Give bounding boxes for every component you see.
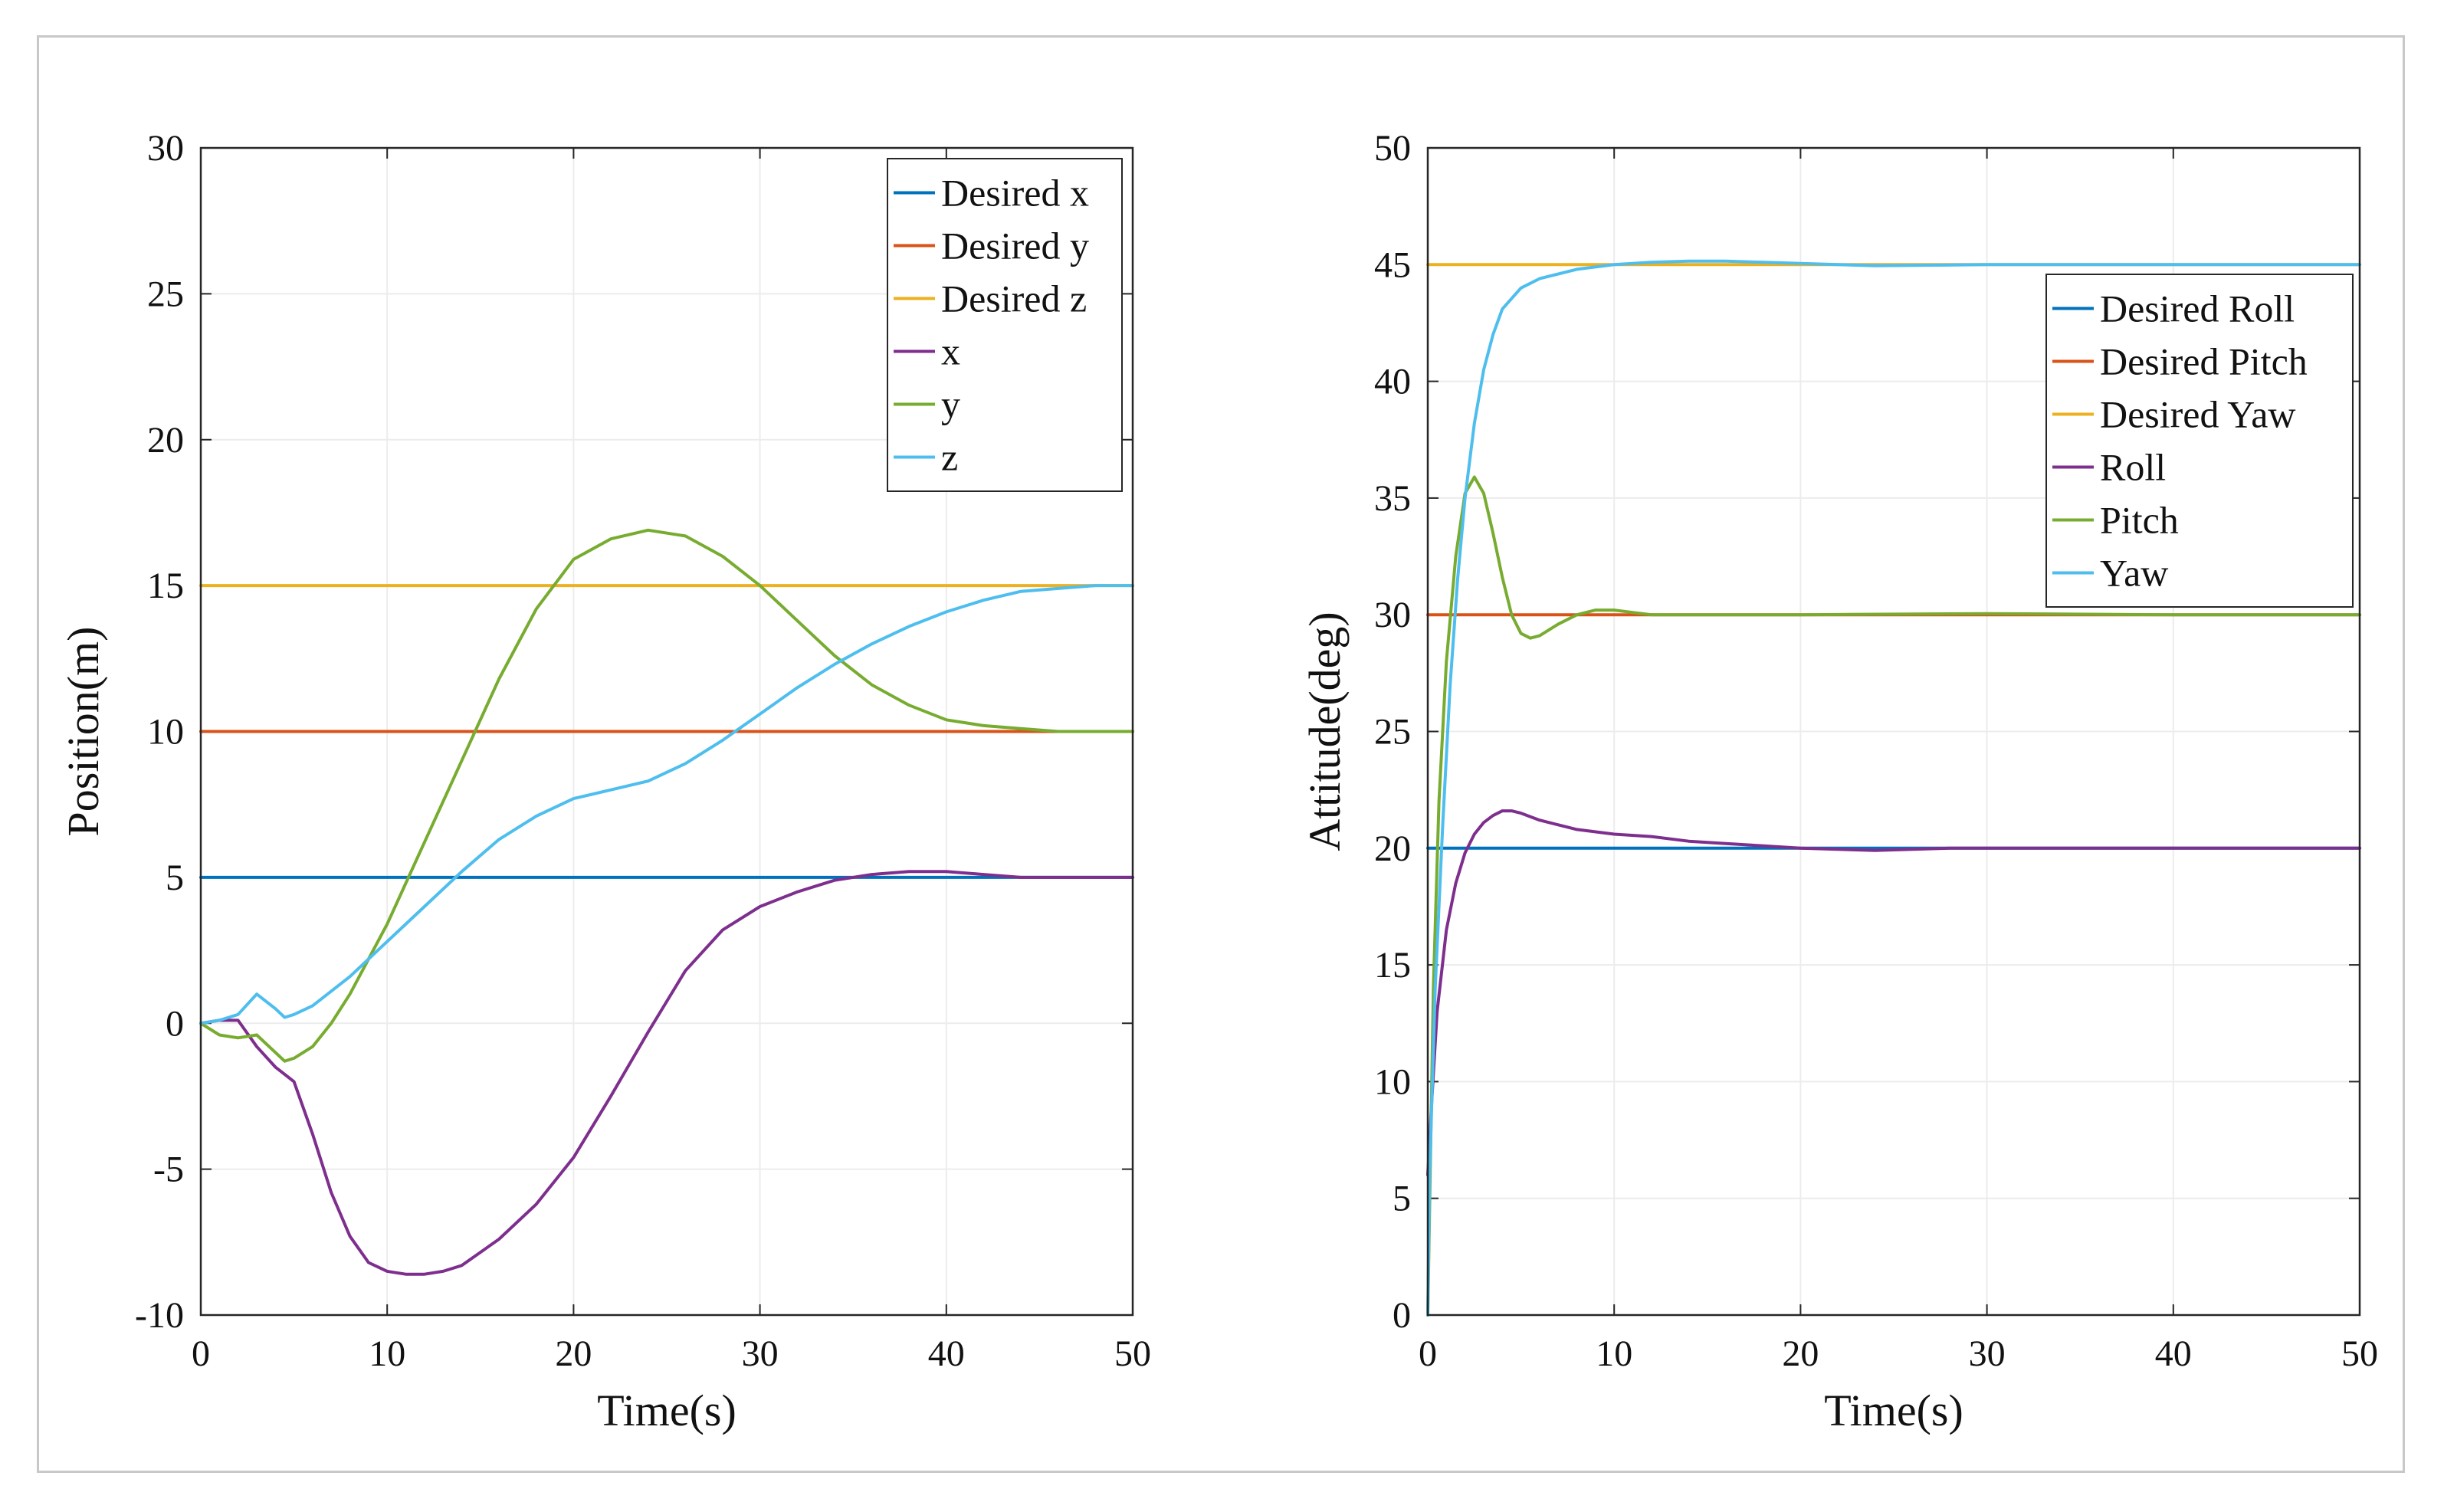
position-legend: Desired x Desired y Desired z xyz — [887, 158, 1123, 492]
position-y-tick-label: -10 — [135, 1295, 184, 1336]
position-series-y — [199, 528, 1134, 1063]
attitude-x-tick-label: 50 — [2341, 1333, 2378, 1374]
attitude-legend-label-desired-pitch: Desired Pitch — [2100, 340, 2308, 383]
position-x-axis-label: Time(s) — [597, 1386, 736, 1435]
attitude-y-tick-label: 20 — [1374, 828, 1411, 869]
position-y-tick-label: 0 — [166, 1003, 184, 1044]
position-series-x — [199, 870, 1134, 1276]
attitude-series-yaw — [1426, 259, 2361, 1317]
position-legend-label-desired-x: Desired x — [941, 172, 1089, 215]
attitude-y-tick-label: 45 — [1374, 244, 1411, 285]
position-y-tick-label: 25 — [147, 274, 184, 314]
attitude-chart: 0 10 20 30 40 50 0 5 10 15 20 25 30 35 40 45 50 Time(s) At… — [1300, 128, 2378, 1435]
attitude-y-tick-label: 25 — [1374, 712, 1411, 753]
attitude-y-tick-label: 40 — [1374, 362, 1411, 402]
attitude-y-tick-label: 50 — [1374, 128, 1411, 169]
position-x-tick-label: 30 — [742, 1333, 779, 1374]
attitude-x-tick-label: 0 — [1419, 1333, 1437, 1374]
position-y-tick-label: 15 — [147, 566, 184, 606]
attitude-legend-box — [2045, 274, 2354, 608]
position-x-tick-label: 0 — [192, 1333, 210, 1374]
attitude-legend-label-roll: Roll — [2100, 446, 2166, 489]
position-x-tick-label: 50 — [1114, 1333, 1151, 1374]
position-x-tick-label: 40 — [928, 1333, 965, 1374]
position-y-tick-label: 5 — [166, 858, 184, 898]
attitude-y-tick-label: 0 — [1393, 1295, 1411, 1336]
position-legend-label-x: x — [941, 330, 960, 373]
position-y-tick-label: 30 — [147, 128, 184, 169]
attitude-x-axis-label: Time(s) — [1824, 1386, 1963, 1435]
position-x-tick-label: 20 — [555, 1333, 592, 1374]
position-axes-box — [199, 146, 1134, 1317]
position-legend-box — [887, 158, 1123, 492]
figure-frame — [37, 35, 2405, 1473]
attitude-legend-label-desired-roll: Desired Roll — [2100, 287, 2295, 330]
position-x-tick-label: 10 — [369, 1333, 405, 1374]
position-y-tick-label: 20 — [147, 420, 184, 461]
attitude-y-tick-label: 35 — [1374, 478, 1411, 519]
position-legend-label-z: z — [941, 436, 958, 479]
position-y-tick-label: 10 — [147, 712, 184, 753]
position-series-z — [199, 584, 1134, 1025]
position-y-axis-label: Position(m) — [58, 627, 108, 837]
position-legend-label-desired-y: Desired y — [941, 225, 1089, 267]
attitude-y-tick-label: 30 — [1374, 595, 1411, 635]
attitude-axes-box — [1426, 146, 2361, 1317]
attitude-y-tick-label: 15 — [1374, 945, 1411, 986]
position-legend-label-desired-z: Desired z — [941, 277, 1087, 320]
attitude-x-tick-label: 30 — [1969, 1333, 2006, 1374]
attitude-series-pitch — [1426, 475, 2361, 1317]
attitude-y-tick-label: 5 — [1393, 1179, 1411, 1219]
attitude-y-axis-label: Attitude(deg) — [1300, 612, 1350, 851]
attitude-x-tick-label: 10 — [1596, 1333, 1632, 1374]
position-legend-label-y: y — [941, 383, 960, 426]
attitude-legend-label-pitch: Pitch — [2100, 499, 2179, 542]
position-chart: 0 10 20 30 40 50-10-5051015202530Time(s)Posit… — [58, 128, 1151, 1435]
attitude-legend: Desired Roll Desired Pitch Desired Yaw Roll… — [2045, 274, 2354, 608]
attitude-x-tick-label: 20 — [1782, 1333, 1819, 1374]
attitude-x-tick-label: 40 — [2155, 1333, 2192, 1374]
attitude-y-tick-label: 10 — [1374, 1061, 1411, 1102]
attitude-series-roll — [1426, 809, 2361, 1177]
attitude-legend-label-desired-yaw: Desired Yaw — [2100, 393, 2296, 436]
position-y-tick-label: -5 — [153, 1150, 184, 1190]
attitude-legend-label-yaw: Yaw — [2100, 552, 2168, 595]
